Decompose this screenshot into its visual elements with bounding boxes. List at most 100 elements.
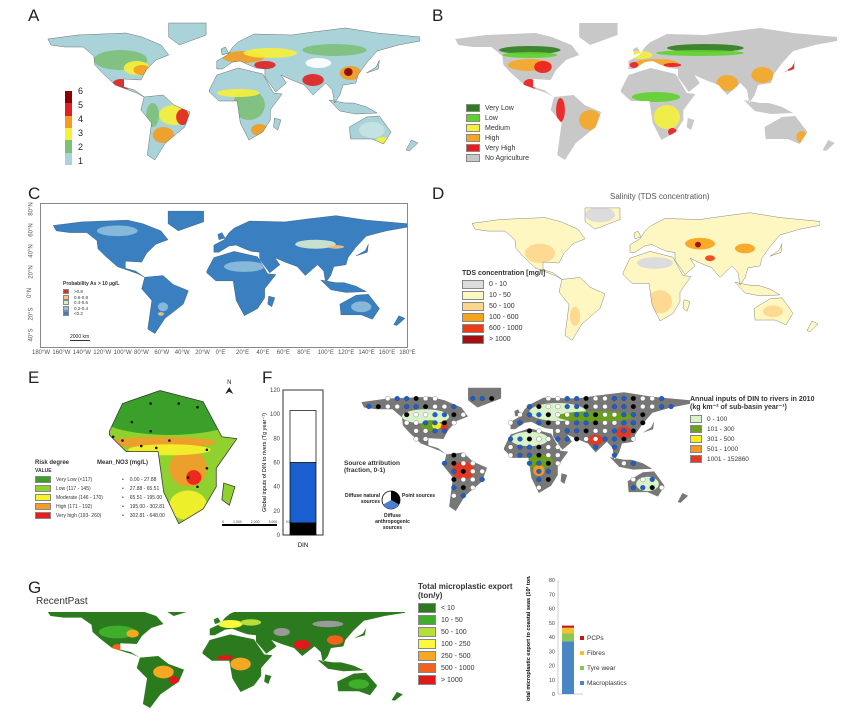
- panel-c-frame: [40, 203, 408, 348]
- source-pie-marker: [422, 428, 429, 434]
- source-pie-marker: [422, 420, 429, 426]
- legend-item: 0.6-0.8: [63, 294, 119, 300]
- source-pie-marker: [536, 412, 542, 418]
- source-pie-marker: [507, 452, 514, 458]
- source-pie-marker: [555, 420, 561, 426]
- risk-legend-item: Very Low (<117) • 0.00 - 27.88: [35, 476, 165, 483]
- source-pie-marker: [583, 428, 589, 434]
- panel-g-map-title: RecentPast: [36, 596, 88, 607]
- legend-item: 10 - 50: [462, 291, 545, 300]
- source-pie-marker: [526, 444, 533, 450]
- panel-g-label: G: [28, 578, 42, 597]
- pie-label-natural: Diffuse natural sources: [344, 493, 380, 505]
- map-region: [295, 239, 336, 249]
- source-pie-marker: [460, 468, 466, 474]
- map-region: [585, 207, 615, 223]
- map-region: [376, 137, 389, 143]
- bar-segment: [562, 625, 574, 628]
- lon-tick: 160°W: [52, 350, 71, 356]
- source-pie-marker: [404, 404, 410, 410]
- legend-item: High: [466, 134, 529, 142]
- source-pie-marker: [470, 396, 476, 401]
- map-region: [133, 65, 151, 75]
- source-pie-marker: [404, 412, 410, 418]
- source-pie-marker: [592, 428, 599, 434]
- microplastic-legend-item: 100 - 250: [418, 639, 528, 649]
- din-legend-item: 0 - 100: [690, 415, 840, 423]
- microplastic-legend-item: 10 - 50: [418, 615, 528, 625]
- map-region: [631, 92, 681, 102]
- source-pie-marker: [451, 452, 457, 458]
- legend-label: Fibres: [587, 650, 606, 657]
- map-region: [302, 44, 367, 56]
- legend-item: Very High: [466, 144, 529, 152]
- source-pie-marker: [432, 396, 438, 401]
- panel-c-label: C: [28, 184, 41, 203]
- scale-tick: 1,000: [232, 520, 242, 524]
- lon-tick: 0°E: [215, 350, 226, 356]
- map-region: [668, 128, 677, 136]
- source-pie-marker: [574, 428, 580, 434]
- legend-item: No Agriculture: [466, 154, 529, 162]
- no3-sample-dot: [111, 435, 115, 439]
- source-pie-marker: [564, 404, 570, 410]
- source-pie-marker: [555, 404, 561, 410]
- source-pie-marker: [536, 428, 542, 434]
- map-region: [556, 98, 565, 122]
- microplastic-legend-item: > 1000: [418, 675, 528, 685]
- y-axis-label: Global inputs of DIN to rivers (Tg year⁻…: [262, 413, 268, 512]
- colorbar-tick: 1: [78, 156, 84, 166]
- north-arrow: N ⮝: [225, 380, 234, 397]
- source-pie-marker: [621, 460, 627, 466]
- colorbar-tick: 3: [78, 128, 84, 138]
- lon-tick: 80°W: [134, 350, 149, 356]
- source-pie-marker: [630, 460, 636, 466]
- source-pie-marker: [517, 420, 523, 426]
- source-pie-marker: [451, 420, 457, 426]
- map-region: [648, 290, 672, 314]
- source-pie-marker: [555, 412, 561, 418]
- source-pie-marker: [394, 396, 400, 401]
- source-pie-marker: [630, 420, 636, 426]
- map-region: [254, 61, 276, 69]
- source-pie-marker: [470, 477, 476, 482]
- din-legend-item: 101 - 300: [690, 425, 840, 433]
- source-pie-marker: [640, 412, 646, 418]
- map-region: [312, 620, 344, 628]
- source-pie-marker: [611, 444, 618, 450]
- legend-label: Macroplastics: [587, 680, 627, 687]
- source-pie-marker: [517, 444, 523, 450]
- source-pie-marker: [630, 428, 636, 434]
- map-region: [98, 625, 136, 639]
- source-pie-marker: [404, 396, 410, 401]
- source-pie-marker: [385, 396, 391, 401]
- source-pie-marker: [460, 493, 466, 499]
- source-pie-marker: [621, 412, 627, 418]
- y-tick-label: 50: [549, 621, 555, 627]
- legend-swatch: [580, 636, 584, 640]
- legend-item: 50 - 100: [462, 302, 545, 311]
- source-pie-marker: [366, 404, 372, 410]
- microplastic-legend-item: < 10: [418, 603, 528, 613]
- source-pie-marker: [583, 396, 589, 401]
- map-region: [344, 68, 353, 76]
- source-pie-marker: [574, 436, 580, 442]
- legend-label: Tyre wear: [587, 665, 616, 672]
- y-axis-label: Total microplastic export to coastal sea…: [525, 576, 532, 701]
- lat-tick: 20°S: [28, 307, 35, 321]
- source-pie-marker: [413, 436, 419, 442]
- lon-tick: 120°E: [338, 350, 355, 356]
- source-pie-marker: [555, 436, 561, 442]
- source-pie-marker: [592, 404, 599, 410]
- bar-segment: [289, 410, 317, 463]
- source-pie-marker: [413, 396, 419, 401]
- din-legend-item: 1001 - 152860: [690, 455, 840, 463]
- risk-legend-item: Moderate (146 - 170) • 65.51 - 195.00: [35, 494, 165, 501]
- risk-legend-item: Very high (193- 260) • 302.81 - 648.00: [35, 512, 165, 519]
- source-pie-marker: [413, 404, 419, 410]
- panel-b-label: B: [432, 6, 444, 25]
- source-pie-marker: [621, 396, 627, 401]
- colorbar-segment: [65, 140, 72, 153]
- panel-f-legend: Annual inputs of DIN to rivers in 2010 (…: [690, 396, 840, 465]
- source-pie-marker: [451, 460, 457, 466]
